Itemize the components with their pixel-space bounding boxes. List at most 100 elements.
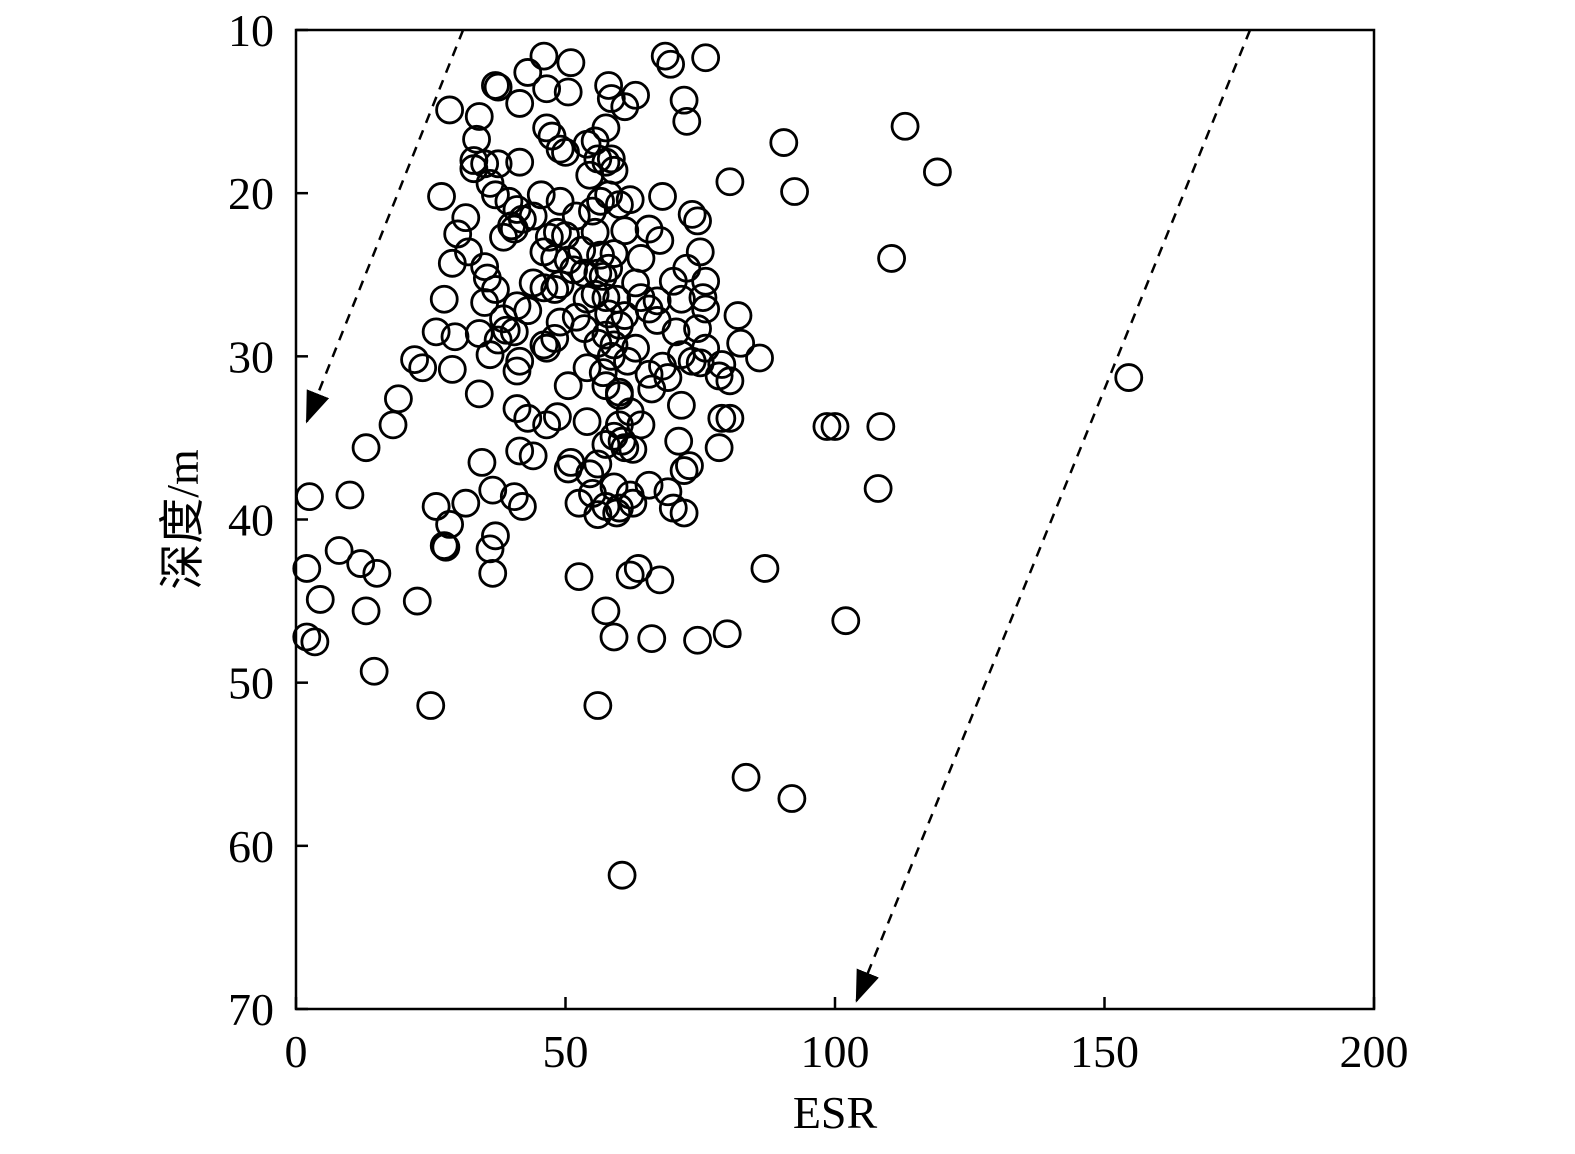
data-point — [634, 214, 664, 244]
data-point — [292, 622, 322, 652]
data-point — [777, 784, 807, 813]
data-point — [594, 180, 624, 210]
data-point — [745, 343, 774, 373]
data-point — [664, 426, 694, 456]
data-point — [529, 41, 559, 71]
data-point — [499, 214, 529, 244]
data-point — [499, 317, 529, 347]
data-point — [691, 266, 721, 296]
data-point — [553, 77, 583, 107]
data-point — [400, 345, 429, 374]
data-point — [502, 394, 532, 423]
data-point — [300, 627, 330, 657]
data-point — [478, 558, 508, 588]
data-point — [483, 325, 513, 355]
data-point — [431, 532, 461, 562]
data-point — [618, 434, 648, 464]
data-point — [553, 454, 583, 484]
y-tick-label: 40 — [228, 495, 274, 546]
data-point — [572, 407, 602, 437]
data-point — [475, 340, 505, 370]
data-point — [780, 177, 809, 206]
data-point — [669, 498, 699, 528]
data-point — [578, 196, 607, 226]
y-tick-label: 60 — [228, 821, 274, 872]
data-point — [650, 41, 680, 71]
data-point — [532, 74, 562, 104]
data-point — [685, 237, 715, 267]
data-point — [540, 323, 570, 353]
data-point — [866, 412, 896, 441]
data-point — [769, 128, 799, 157]
data-point — [613, 346, 642, 376]
data-point — [481, 180, 510, 210]
data-point — [483, 72, 513, 102]
data-point — [513, 296, 543, 326]
data-point — [594, 71, 624, 100]
data-point — [596, 144, 626, 174]
data-point — [532, 333, 562, 363]
data-point — [637, 374, 667, 404]
data-point — [526, 180, 556, 210]
data-point — [507, 492, 537, 521]
x-tick-label: 150 — [1070, 1026, 1139, 1077]
plot-frame — [294, 28, 1376, 1011]
data-point — [658, 266, 688, 296]
data-point — [669, 456, 699, 485]
x-axis-label: ESR — [793, 1087, 878, 1138]
data-point — [481, 521, 510, 551]
data-point — [615, 185, 645, 215]
data-point — [683, 206, 712, 236]
data-point — [588, 261, 618, 291]
data-point — [351, 596, 381, 626]
data-point — [656, 49, 686, 79]
data-point — [534, 222, 564, 252]
data-point — [591, 596, 621, 626]
y-tick-label: 10 — [228, 5, 274, 56]
data-point — [295, 482, 324, 512]
data-point — [564, 562, 594, 592]
data-point — [505, 89, 535, 118]
data-point — [532, 113, 562, 143]
data-point — [545, 186, 575, 216]
y-tick-label: 70 — [228, 984, 274, 1035]
data-point — [540, 275, 570, 304]
data-point — [305, 585, 335, 614]
data-point — [731, 762, 761, 792]
data-point — [529, 273, 559, 303]
data-point — [594, 253, 624, 283]
data-point — [346, 549, 376, 578]
data-point — [451, 488, 481, 518]
data-point — [666, 284, 696, 314]
trend-line — [305, 29, 465, 424]
data-point — [502, 356, 532, 386]
data-point — [459, 154, 489, 184]
y-axis-label: 深度/m — [157, 449, 208, 590]
data-point — [726, 328, 756, 358]
data-point — [591, 430, 621, 459]
y-tick-label: 20 — [228, 168, 274, 219]
data-point — [583, 449, 613, 479]
data-point — [575, 459, 605, 489]
data-point — [402, 586, 432, 616]
data-point — [863, 474, 893, 503]
data-point — [580, 279, 610, 309]
data-point — [621, 80, 650, 110]
data-point — [605, 493, 634, 523]
data-point — [583, 500, 613, 530]
data-point — [715, 403, 745, 433]
data-point — [478, 475, 508, 505]
data-point — [666, 390, 696, 420]
data-point — [707, 403, 737, 433]
data-point — [362, 558, 392, 588]
data-points — [292, 41, 1144, 890]
data-point — [723, 301, 753, 330]
data-point — [683, 314, 712, 343]
data-point — [470, 288, 500, 317]
x-tick-label: 50 — [543, 1026, 589, 1077]
y-tick-label: 50 — [228, 658, 274, 709]
data-point — [645, 226, 675, 255]
data-point — [704, 433, 734, 463]
